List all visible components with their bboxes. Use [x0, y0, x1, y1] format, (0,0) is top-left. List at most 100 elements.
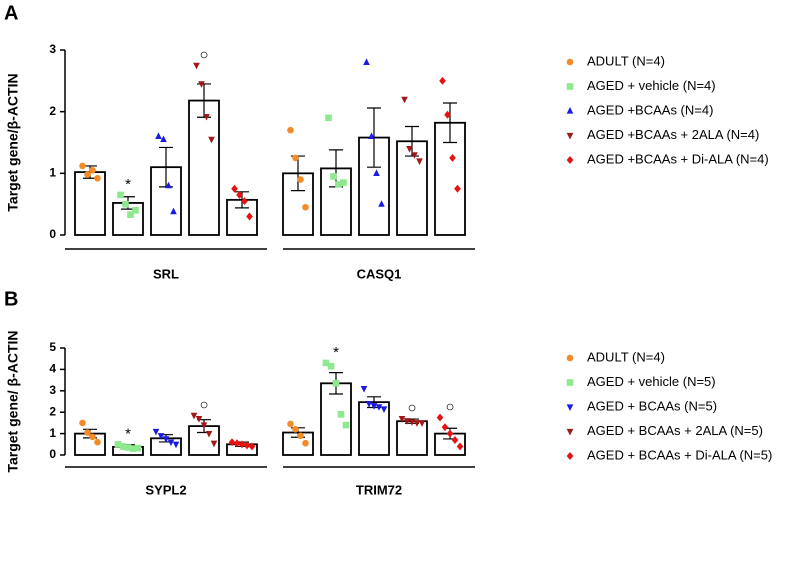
point	[332, 380, 340, 387]
point	[127, 211, 134, 218]
legend-label: AGED + vehicle (N=5)	[587, 374, 716, 389]
point	[228, 438, 236, 447]
point	[401, 96, 408, 104]
point	[335, 181, 342, 188]
point	[124, 444, 132, 451]
point	[241, 197, 248, 206]
point	[172, 441, 180, 449]
point	[370, 403, 378, 410]
annotation: *	[125, 176, 131, 193]
y-tick-label: 3	[49, 42, 56, 56]
x-category-label: TRIM72	[356, 482, 402, 497]
point	[200, 422, 208, 429]
point	[368, 132, 375, 139]
point	[566, 83, 574, 90]
y-tick-label: 0	[49, 227, 56, 241]
point	[79, 162, 86, 170]
point	[297, 176, 304, 183]
point	[152, 428, 160, 436]
y-tick-label: 4	[49, 362, 56, 376]
point	[195, 415, 203, 423]
legend-label: AGED + vehicle (N=4)	[587, 78, 716, 93]
annotation: ○	[199, 396, 208, 413]
point	[122, 200, 129, 208]
legend-label: AGED +BCAAs + Di-ALA (N=4)	[587, 151, 769, 166]
point	[454, 184, 461, 193]
point	[94, 438, 101, 446]
point	[322, 359, 330, 367]
point	[246, 212, 253, 221]
point	[208, 136, 215, 144]
legend-label: AGED + BCAAs (N=5)	[587, 398, 717, 413]
point	[233, 439, 241, 448]
point	[132, 207, 139, 214]
point	[566, 379, 574, 386]
point	[398, 415, 406, 423]
point	[238, 440, 246, 449]
point	[94, 174, 101, 182]
legend-label: ADULT (N=4)	[587, 349, 665, 364]
point	[566, 156, 574, 164]
y-tick-label: 2	[49, 404, 56, 418]
point	[375, 404, 383, 411]
legend-label: AGED + BCAAs + Di-ALA (N=5)	[587, 447, 772, 462]
point	[456, 442, 464, 451]
y-tick-label: 1	[49, 426, 56, 440]
legend-label: ADULT (N=4)	[587, 53, 665, 68]
point	[380, 406, 388, 413]
point	[167, 439, 175, 447]
point	[446, 429, 454, 438]
point	[444, 110, 451, 119]
point	[403, 418, 411, 425]
y-tick-label: 3	[49, 383, 56, 397]
panel-label: B	[4, 288, 18, 310]
point	[439, 76, 446, 85]
point	[441, 423, 449, 432]
x-category-label: SRL	[153, 266, 179, 281]
point	[436, 413, 444, 422]
annotation: *	[125, 425, 131, 442]
point	[170, 207, 177, 215]
point	[566, 132, 574, 140]
point	[292, 426, 299, 433]
error-bar	[443, 102, 457, 144]
annotation: ○	[407, 400, 416, 417]
bar	[74, 171, 106, 236]
point	[193, 62, 200, 70]
point	[190, 412, 198, 420]
legend-label: AGED + BCAAs + 2ALA (N=5)	[587, 423, 763, 438]
point	[566, 58, 574, 66]
point	[117, 191, 124, 199]
y-tick-label: 0	[49, 447, 56, 461]
x-category-label: CASQ1	[357, 266, 402, 281]
point	[411, 152, 418, 159]
point	[198, 81, 205, 88]
error-bar	[197, 83, 211, 118]
point	[566, 428, 574, 436]
point	[89, 433, 96, 441]
point	[378, 200, 385, 207]
point	[360, 386, 368, 393]
point	[566, 107, 574, 114]
point	[287, 420, 294, 428]
point	[160, 135, 167, 143]
point	[363, 58, 370, 65]
point	[129, 445, 137, 452]
point	[373, 169, 380, 176]
point	[84, 429, 91, 436]
bar	[396, 420, 428, 456]
point	[155, 132, 162, 139]
point	[418, 420, 426, 427]
point	[210, 440, 218, 448]
point	[203, 113, 210, 121]
point	[302, 203, 309, 211]
point	[165, 181, 172, 189]
point	[248, 442, 256, 451]
bar	[188, 99, 220, 236]
point	[134, 444, 142, 452]
y-tick-label: 5	[49, 340, 56, 354]
point	[451, 436, 459, 444]
annotation: ○	[199, 46, 208, 63]
point	[365, 401, 373, 408]
point	[413, 420, 421, 427]
